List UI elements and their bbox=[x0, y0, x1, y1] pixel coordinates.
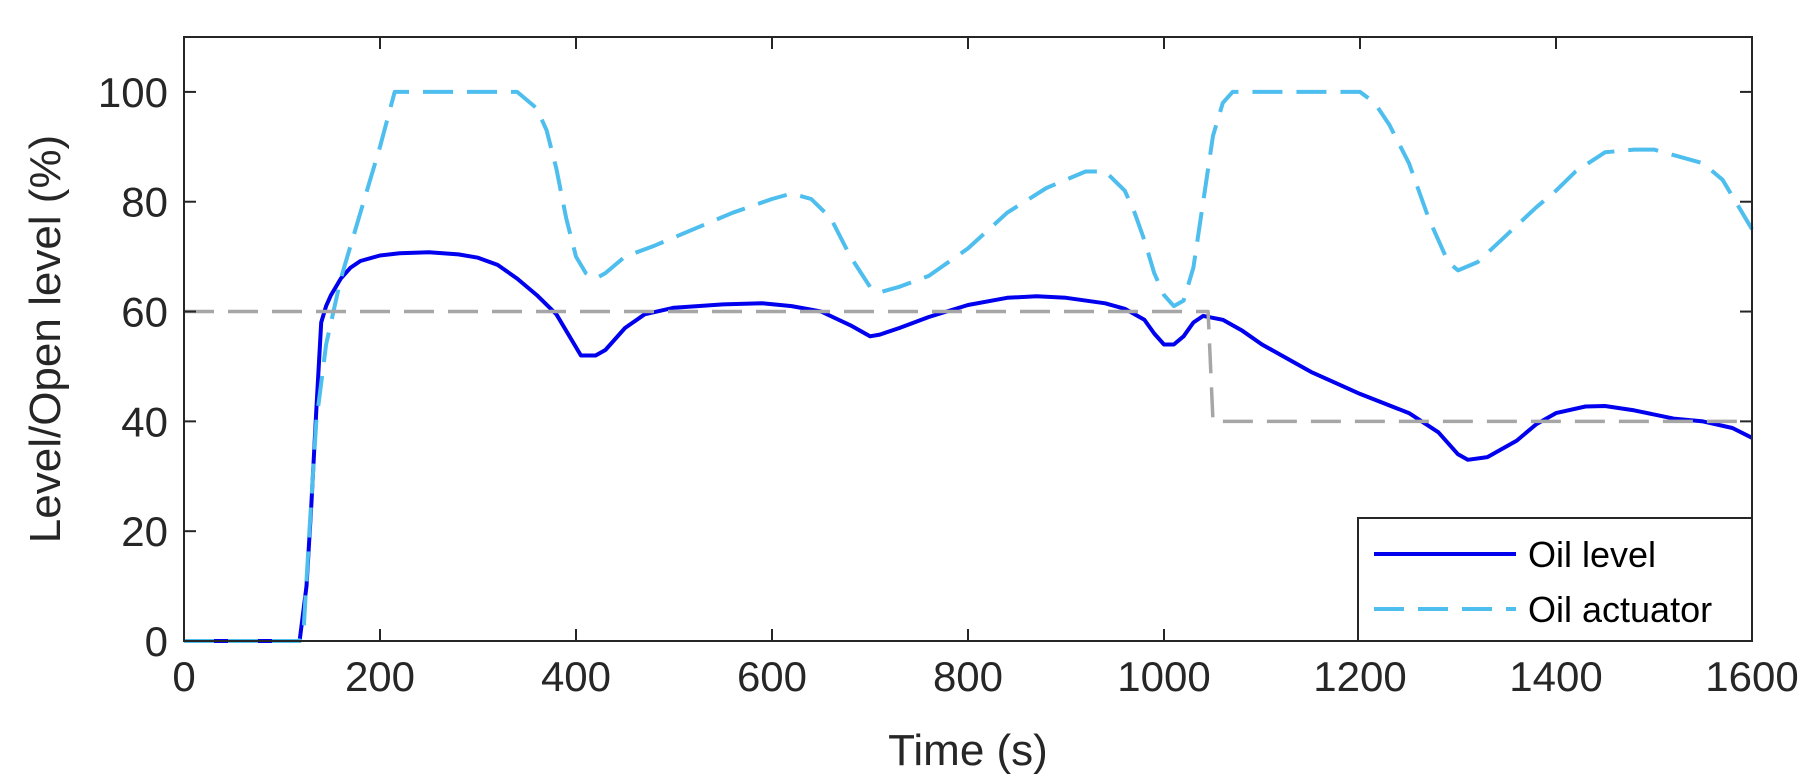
y-tick-label: 100 bbox=[98, 69, 168, 116]
x-tick-label: 0 bbox=[172, 653, 195, 700]
legend: Oil level Oil actuator bbox=[1357, 517, 1753, 642]
series-line-2 bbox=[184, 89, 1754, 643]
x-tick-label: 200 bbox=[345, 653, 415, 700]
y-tick-label: 20 bbox=[121, 508, 168, 555]
y-axis-label: Level/Open level (%) bbox=[21, 135, 70, 543]
x-tick-label: 400 bbox=[541, 653, 611, 700]
series-line-1 bbox=[184, 250, 1753, 643]
x-tick-label: 600 bbox=[737, 653, 807, 700]
legend-label-2: Oil actuator bbox=[1528, 589, 1712, 630]
series-layer bbox=[184, 89, 1754, 643]
y-tick-label: 80 bbox=[121, 179, 168, 226]
x-tick-label: 1600 bbox=[1705, 653, 1798, 700]
x-tick-label: 1400 bbox=[1509, 653, 1602, 700]
setpoint-line bbox=[184, 309, 1752, 424]
tick-layer: 0 200 400 600 800 1000 1200 1400 1600 0 20 40 60 80 10… bbox=[98, 37, 1799, 700]
x-tick-label: 800 bbox=[933, 653, 1003, 700]
y-tick-label: 0 bbox=[145, 618, 168, 665]
x-axis-label: Time (s) bbox=[888, 726, 1048, 775]
legend-box bbox=[1357, 517, 1753, 642]
legend-label-1: Oil level bbox=[1528, 534, 1656, 575]
x-tick-label: 1200 bbox=[1313, 653, 1406, 700]
y-tick-label: 40 bbox=[121, 398, 168, 445]
x-tick-label: 1000 bbox=[1117, 653, 1210, 700]
y-tick-label: 60 bbox=[121, 289, 168, 336]
